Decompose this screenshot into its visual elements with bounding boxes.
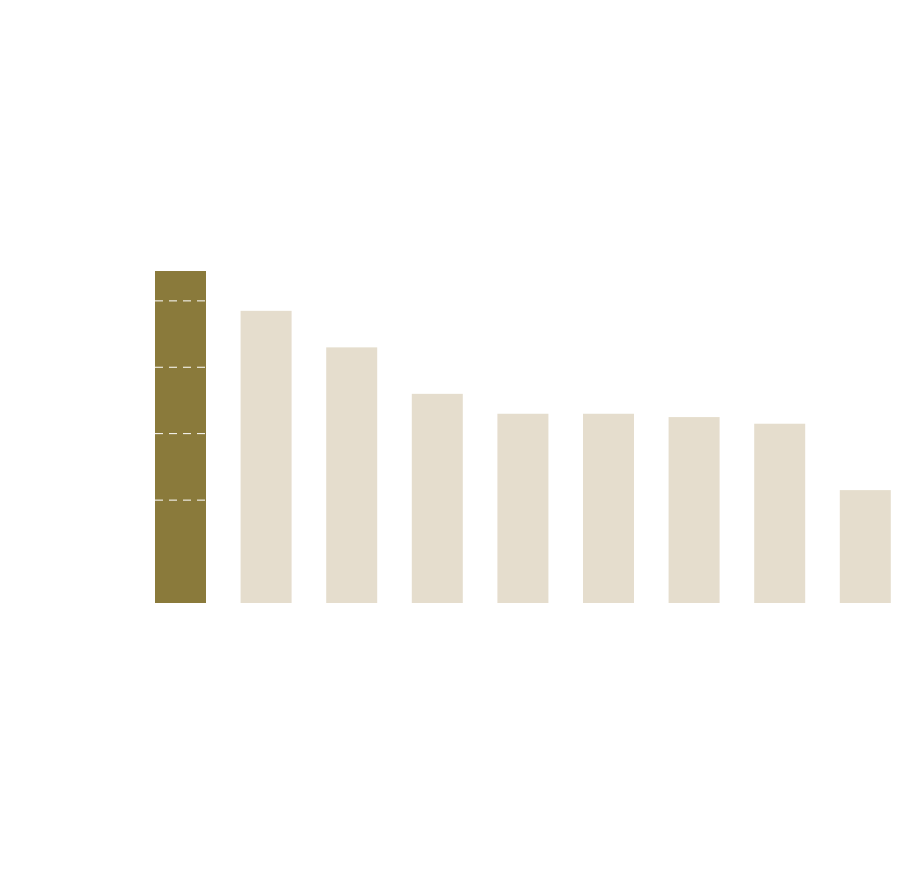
bar	[411, 393, 463, 603]
bar	[668, 417, 720, 603]
bar	[240, 310, 292, 603]
bar	[754, 423, 806, 603]
bar	[583, 413, 634, 603]
bar	[839, 490, 891, 603]
bar	[155, 271, 206, 603]
bar	[326, 347, 378, 603]
bar	[497, 413, 549, 603]
